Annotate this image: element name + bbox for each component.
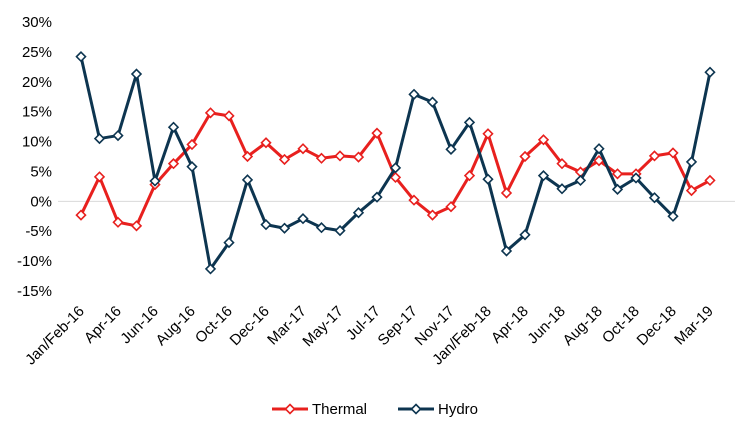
thermal-point bbox=[334, 150, 346, 162]
thermal-point bbox=[223, 110, 235, 122]
hydro-point bbox=[167, 121, 180, 133]
legend-label: Hydro bbox=[438, 401, 478, 418]
hydro-point bbox=[463, 116, 476, 129]
thermal-point bbox=[537, 134, 550, 146]
y-axis: 30% 25% 20% 15% 10% 5% 0% -5% -10% -15% bbox=[17, 14, 735, 300]
thermal-point bbox=[556, 158, 568, 170]
y-tick-label: 5% bbox=[30, 163, 52, 180]
thermal-point bbox=[75, 209, 87, 221]
hydro-point bbox=[334, 224, 346, 237]
thermal-point bbox=[426, 209, 439, 221]
thermal-point bbox=[389, 171, 402, 184]
hydro-point bbox=[537, 169, 550, 182]
thermal-point bbox=[112, 216, 124, 228]
x-tick-label: Dec-16 bbox=[227, 303, 273, 349]
hydro-point bbox=[75, 51, 87, 63]
thermal-point bbox=[463, 169, 476, 182]
hydro-point bbox=[704, 66, 716, 78]
hydro-point bbox=[482, 173, 494, 185]
y-tick-label: 0% bbox=[30, 193, 52, 210]
thermal-point bbox=[130, 220, 143, 232]
thermal-point bbox=[204, 107, 217, 119]
thermal-point bbox=[315, 152, 328, 164]
x-tick-label: Jan/Feb-16 bbox=[22, 303, 88, 369]
hydro-point bbox=[241, 174, 254, 186]
hydro-point bbox=[685, 156, 698, 168]
thermal-point bbox=[500, 187, 513, 199]
x-tick-label: Dec-18 bbox=[634, 303, 680, 349]
y-tick-label: -15% bbox=[17, 283, 52, 300]
series-hydro bbox=[75, 51, 716, 275]
thermal-point bbox=[260, 137, 272, 149]
series-layer bbox=[75, 51, 716, 275]
y-tick-label: 30% bbox=[22, 14, 52, 31]
thermal-point bbox=[371, 127, 383, 139]
x-tick-label: Apr-18 bbox=[488, 303, 532, 347]
hydro-point bbox=[556, 183, 568, 195]
thermal-point bbox=[593, 155, 605, 167]
hydro-point bbox=[408, 88, 420, 100]
legend-label: Thermal bbox=[312, 401, 367, 418]
x-axis: Jan/Feb-16Apr-16Jun-16Aug-16Oct-16Dec-16… bbox=[22, 303, 717, 369]
y-tick-label: 20% bbox=[22, 74, 52, 91]
thermal-point bbox=[482, 128, 494, 140]
hydro-point bbox=[260, 219, 272, 231]
legend-marker bbox=[284, 403, 296, 415]
hydro-point bbox=[130, 68, 143, 80]
legend-marker bbox=[410, 403, 422, 415]
x-tick-label: May-17 bbox=[299, 303, 346, 350]
thermal-point bbox=[704, 174, 716, 187]
y-tick-label: 15% bbox=[22, 104, 52, 121]
thermal-point bbox=[167, 158, 180, 170]
x-tick-label: Aug-16 bbox=[153, 303, 199, 349]
hydro-point bbox=[149, 175, 161, 187]
hydro-point bbox=[593, 143, 605, 155]
thermal-point bbox=[93, 171, 106, 183]
hydro-point bbox=[500, 245, 513, 257]
hydro-point bbox=[519, 229, 531, 241]
hydro-point bbox=[445, 143, 457, 155]
legend: Thermal Hydro bbox=[272, 401, 478, 418]
x-tick-label: Aug-18 bbox=[560, 303, 606, 349]
thermal-point bbox=[611, 168, 624, 180]
hydro-point bbox=[297, 213, 309, 225]
hydro-point bbox=[667, 210, 679, 222]
hydro-point bbox=[112, 129, 124, 142]
thermal-point bbox=[352, 151, 365, 163]
x-tick-label: Apr-16 bbox=[81, 303, 125, 347]
legend-item-thermal: Thermal bbox=[272, 401, 367, 418]
y-tick-label: 25% bbox=[22, 44, 52, 61]
hydro-point bbox=[315, 222, 328, 234]
hydro-point bbox=[204, 263, 217, 275]
x-tick-label: Sep-17 bbox=[375, 303, 421, 349]
y-tick-label: -10% bbox=[17, 253, 52, 270]
x-tick-label: Mar-19 bbox=[671, 303, 717, 349]
thermal-point bbox=[519, 150, 531, 163]
y-tick-label: -5% bbox=[25, 223, 52, 240]
thermal-point bbox=[186, 138, 198, 151]
thermal-point bbox=[241, 150, 254, 163]
hydro-point bbox=[611, 183, 624, 196]
hydro-point bbox=[371, 191, 383, 203]
thermal-point bbox=[445, 201, 457, 213]
thermal-point bbox=[648, 150, 661, 162]
hydro-point bbox=[186, 161, 198, 173]
thermal-point bbox=[408, 194, 420, 206]
hydro-point bbox=[352, 207, 365, 219]
thermal-point bbox=[278, 153, 291, 166]
thermal-point bbox=[685, 184, 698, 197]
hydro-point bbox=[389, 162, 402, 174]
y-tick-label: 10% bbox=[22, 134, 52, 151]
legend-item-hydro: Hydro bbox=[398, 401, 478, 418]
thermal-point bbox=[667, 147, 679, 159]
hydro-point bbox=[93, 132, 106, 145]
thermal-point bbox=[297, 143, 309, 155]
hydro-point bbox=[574, 174, 587, 187]
hydro-point bbox=[630, 172, 642, 184]
hydro-point bbox=[426, 96, 439, 108]
hydro-point bbox=[648, 192, 661, 204]
hydro-point bbox=[223, 236, 235, 249]
hydro-point bbox=[278, 222, 291, 234]
